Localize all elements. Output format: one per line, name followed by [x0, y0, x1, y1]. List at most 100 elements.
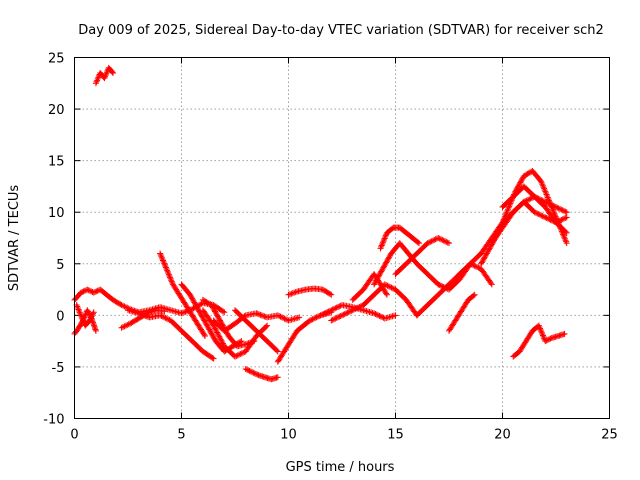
data-point: [158, 253, 165, 260]
data-point: [214, 330, 221, 337]
data-point: [211, 324, 218, 331]
track-arc-l: [232, 307, 281, 355]
data-point: [164, 267, 171, 274]
data-point: [378, 268, 385, 275]
data-point: [546, 198, 553, 205]
data-point: [77, 310, 84, 317]
track-arc-n: [274, 309, 335, 365]
data-point: [535, 211, 542, 218]
data-point: [205, 325, 212, 332]
data-point: [543, 215, 550, 222]
data-point: [339, 312, 345, 319]
data-point: [356, 303, 363, 310]
data-point: [372, 310, 379, 317]
data-point: [439, 283, 446, 290]
track-arc-o: [285, 285, 335, 298]
data-point: [80, 318, 87, 325]
data-point: [161, 261, 168, 268]
data-point: [538, 329, 545, 336]
data-point: [333, 314, 340, 321]
data-point: [163, 265, 170, 272]
data-point: [482, 253, 489, 260]
data-series: [71, 64, 570, 383]
data-point: [542, 188, 549, 195]
track-arc-m: [242, 365, 281, 383]
data-point: [545, 197, 552, 204]
data-point: [167, 274, 174, 281]
data-point: [542, 214, 549, 221]
data-point: [337, 313, 344, 320]
data-point: [563, 240, 570, 247]
data-point: [381, 262, 388, 269]
data-point: [371, 281, 378, 288]
data-point: [217, 317, 224, 324]
data-point: [377, 245, 384, 252]
data-point: [538, 328, 545, 335]
data-point: [540, 184, 547, 191]
data-point: [443, 238, 450, 245]
data-point: [540, 333, 547, 340]
data-point: [199, 313, 206, 320]
data-point: [162, 314, 169, 321]
data-point: [329, 316, 336, 323]
data-point: [141, 312, 148, 319]
track-arc-d: [73, 302, 97, 329]
data-point: [90, 289, 97, 296]
data-point: [274, 312, 281, 319]
data-point: [217, 336, 224, 343]
data-point: [292, 289, 299, 296]
data-point: [549, 204, 556, 211]
data-point: [76, 307, 83, 314]
data-point: [349, 307, 356, 314]
data-point: [168, 278, 175, 285]
data-point: [188, 294, 195, 301]
data-point: [474, 264, 481, 271]
data-point: [121, 323, 128, 330]
data-point: [547, 200, 554, 207]
data-point: [487, 280, 494, 287]
data-point: [204, 323, 211, 330]
data-point: [501, 215, 508, 222]
data-point: [211, 335, 218, 342]
data-point: [310, 315, 317, 322]
data-point: [429, 237, 436, 244]
data-point: [547, 201, 554, 208]
data-point: [138, 311, 145, 318]
data-point: [336, 313, 343, 320]
data-point: [345, 309, 352, 316]
track-arc-g: [157, 250, 209, 339]
data-point: [278, 314, 285, 321]
data-point: [208, 302, 215, 309]
data-point: [79, 289, 86, 296]
data-point: [414, 239, 421, 246]
data-point: [558, 216, 565, 223]
data-point: [557, 217, 564, 224]
data-point: [379, 314, 386, 321]
data-point: [538, 212, 545, 219]
data-point: [328, 291, 335, 298]
data-point: [93, 288, 100, 295]
data-point: [191, 299, 198, 306]
data-point: [273, 347, 280, 354]
data-point: [187, 293, 194, 300]
data-point: [563, 229, 570, 236]
data-point: [219, 340, 226, 347]
data-point: [84, 286, 91, 293]
data-point: [252, 370, 259, 377]
data-point: [161, 314, 168, 321]
data-point: [381, 236, 388, 243]
data-point: [90, 310, 97, 317]
data-point: [378, 267, 385, 274]
data-point: [159, 313, 166, 320]
data-point: [203, 321, 210, 328]
data-point: [161, 308, 168, 315]
data-point: [214, 329, 221, 336]
y-tick-label: -5: [52, 361, 65, 376]
data-point: [526, 196, 533, 203]
data-point: [478, 260, 485, 267]
data-point: [505, 204, 512, 211]
data-point: [549, 206, 556, 213]
data-point: [471, 262, 478, 269]
data-point: [148, 308, 155, 315]
data-point: [503, 209, 510, 216]
